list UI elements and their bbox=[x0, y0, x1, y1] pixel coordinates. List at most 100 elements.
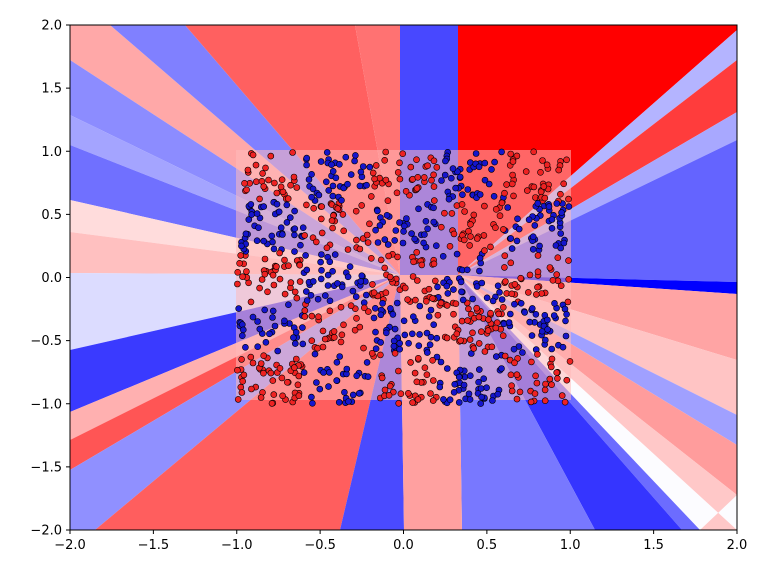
scatter-point-blue bbox=[488, 166, 495, 173]
scatter-point-red bbox=[303, 201, 310, 209]
scatter-point-blue bbox=[450, 388, 458, 396]
y-axis: −2.0 −1.5 −1.0 −0.5 0.0 0.5 1.0 1.5 2.0 bbox=[30, 19, 70, 539]
scatter-point-red bbox=[503, 181, 510, 188]
scatter-point-red bbox=[464, 317, 471, 324]
scatter-point-blue bbox=[261, 306, 269, 314]
scatter-point-red bbox=[386, 382, 394, 390]
scatter-point-red bbox=[458, 317, 466, 325]
scatter-point-blue bbox=[477, 385, 485, 392]
scatter-point-blue bbox=[271, 322, 279, 330]
scatter-point-red bbox=[522, 168, 530, 175]
scatter-point-blue bbox=[434, 283, 441, 291]
y-tick-label: −1.5 bbox=[30, 460, 62, 475]
scatter-point-blue bbox=[416, 331, 423, 338]
scatter-point-red bbox=[527, 398, 535, 406]
scatter-point-blue bbox=[249, 313, 257, 321]
scatter-point-blue bbox=[453, 250, 461, 258]
scatter-point-red bbox=[534, 283, 541, 291]
scatter-point-blue bbox=[283, 201, 291, 209]
y-tick-label: 0.0 bbox=[41, 271, 62, 286]
scatter-point-blue bbox=[553, 200, 561, 207]
scatter-point-blue bbox=[329, 267, 336, 275]
scatter-point-blue bbox=[559, 343, 567, 351]
scatter-point-red bbox=[475, 340, 483, 347]
scatter-point-red bbox=[413, 249, 421, 256]
scatter-point-red bbox=[513, 152, 521, 160]
scatter-point-blue bbox=[541, 336, 549, 344]
scatter-point-red bbox=[423, 371, 431, 379]
scatter-point-blue bbox=[359, 163, 367, 170]
scatter-point-blue bbox=[291, 231, 298, 239]
scatter-point-red bbox=[243, 186, 250, 194]
scatter-point-red bbox=[507, 150, 515, 158]
scatter-point-blue bbox=[548, 225, 556, 232]
scatter-point-blue bbox=[317, 275, 325, 283]
scatter-point-red bbox=[234, 268, 241, 276]
scatter-point-red bbox=[277, 183, 285, 191]
scatter-point-blue bbox=[238, 242, 245, 250]
scatter-point-red bbox=[409, 399, 416, 406]
scatter-point-red bbox=[247, 353, 255, 361]
scatter-point-red bbox=[429, 377, 437, 384]
scatter-point-red bbox=[276, 249, 283, 257]
scatter-point-red bbox=[261, 255, 269, 263]
x-tick-label: 0.0 bbox=[393, 538, 414, 553]
scatter-point-blue bbox=[283, 219, 291, 226]
scatter-point-red bbox=[262, 164, 269, 172]
scatter-point-blue bbox=[504, 204, 512, 211]
scatter-point-red bbox=[513, 371, 521, 379]
scatter-point-blue bbox=[557, 244, 565, 252]
scatter-point-blue bbox=[476, 267, 483, 275]
scatter-point-red bbox=[458, 201, 466, 208]
scatter-point-blue bbox=[286, 214, 294, 221]
scatter-point-red bbox=[420, 174, 428, 181]
decision-region-background bbox=[70, 25, 737, 530]
scatter-point-blue bbox=[364, 373, 372, 381]
scatter-point-red bbox=[364, 308, 372, 315]
scatter-point-red bbox=[396, 159, 403, 167]
scatter-point-red bbox=[381, 264, 389, 272]
scatter-point-red bbox=[296, 278, 304, 285]
scatter-point-blue bbox=[326, 297, 334, 305]
scatter-point-red bbox=[541, 194, 549, 202]
scatter-point-red bbox=[377, 351, 384, 359]
scatter-point-blue bbox=[478, 279, 486, 287]
scatter-point-blue bbox=[363, 181, 370, 189]
scatter-point-blue bbox=[437, 358, 445, 366]
scatter-point-blue bbox=[442, 157, 449, 165]
scatter-point-red bbox=[492, 324, 500, 332]
scatter-point-blue bbox=[300, 369, 308, 376]
scatter-point-blue bbox=[285, 301, 292, 309]
scatter-point-red bbox=[367, 193, 375, 200]
scatter-point-red bbox=[443, 334, 451, 342]
scatter-point-blue bbox=[343, 365, 351, 373]
scatter-point-red bbox=[565, 275, 573, 283]
scatter-point-blue bbox=[351, 157, 358, 165]
scatter-point-red bbox=[257, 360, 265, 367]
scatter-point-blue bbox=[464, 186, 472, 193]
scatter-point-red bbox=[553, 271, 561, 278]
scatter-point-red bbox=[541, 386, 549, 394]
scatter-point-red bbox=[443, 302, 451, 309]
scatter-point-red bbox=[532, 372, 539, 380]
scatter-point-red bbox=[523, 187, 531, 194]
scatter-point-blue bbox=[305, 176, 313, 183]
scatter-point-blue bbox=[563, 310, 570, 318]
scatter-point-red bbox=[283, 378, 291, 386]
scatter-point-blue bbox=[303, 154, 311, 162]
scatter-point-red bbox=[395, 367, 402, 375]
scatter-point-blue bbox=[445, 195, 453, 203]
scatter-point-blue bbox=[235, 305, 242, 312]
scatter-point-blue bbox=[349, 287, 357, 295]
scatter-point-blue bbox=[260, 237, 268, 245]
scatter-point-blue bbox=[529, 233, 537, 240]
scatter-point-red bbox=[524, 289, 532, 296]
scatter-point-red bbox=[337, 303, 345, 311]
scatter-point-blue bbox=[447, 174, 455, 182]
scatter-point-red bbox=[546, 375, 554, 383]
scatter-point-red bbox=[385, 252, 392, 260]
scatter-point-blue bbox=[299, 340, 307, 348]
scatter-point-blue bbox=[483, 294, 491, 302]
scatter-point-red bbox=[548, 355, 556, 363]
scatter-point-red bbox=[295, 392, 303, 400]
